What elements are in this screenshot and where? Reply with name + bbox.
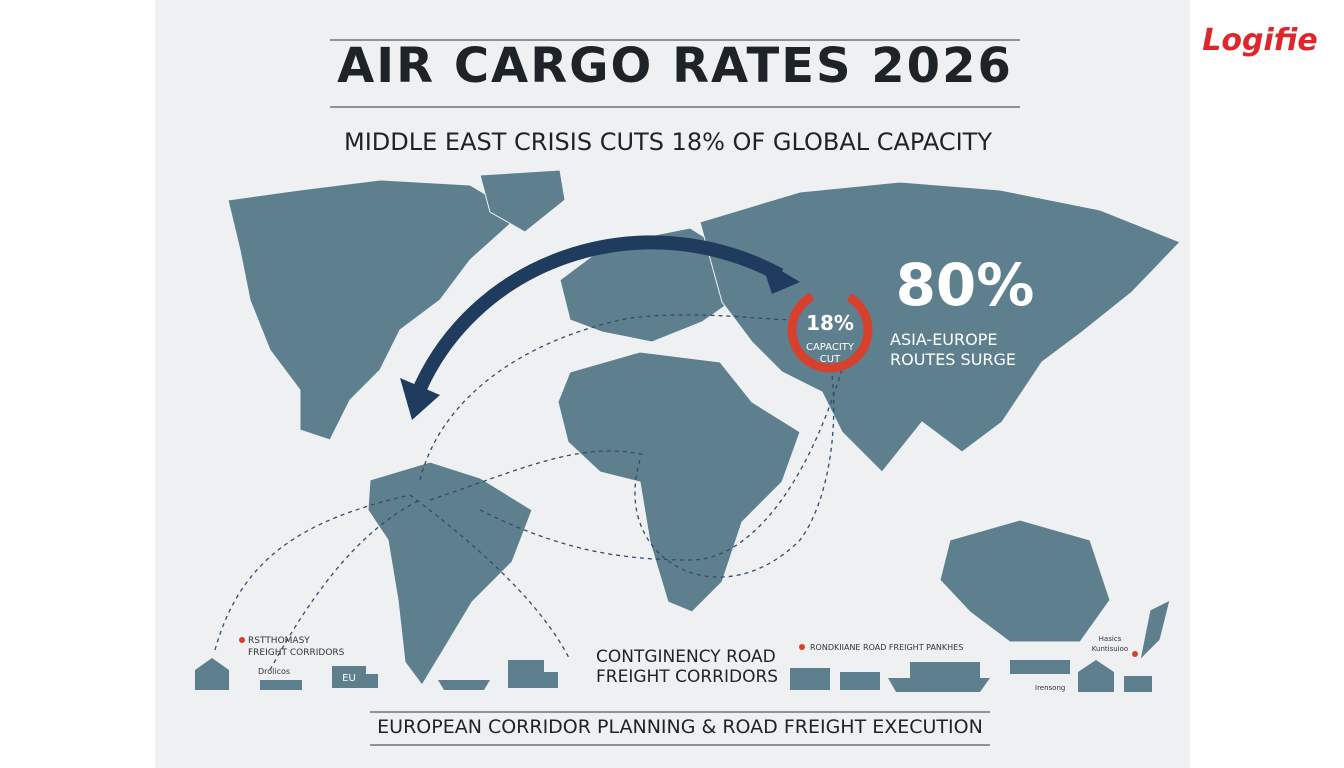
gauge-value: 18% <box>806 311 854 335</box>
hub-label: Irensong <box>1035 684 1065 692</box>
surge-label: ASIA-EUROPE <box>890 330 997 349</box>
south-america <box>367 461 533 686</box>
truck-cab <box>366 674 378 688</box>
africa <box>557 351 801 613</box>
asia <box>699 181 1181 473</box>
gauge-fill <box>788 288 872 372</box>
gauge-ring <box>787 287 873 373</box>
north-america <box>227 179 521 441</box>
corridor-heading: CONTGINENCY ROAD <box>596 647 776 667</box>
corridor-label: Drolicos <box>258 667 290 676</box>
world-map <box>227 169 1181 686</box>
surge-value: 80% <box>896 251 1035 319</box>
hub-label: Hasics <box>1099 635 1122 643</box>
warehouse-icon <box>195 658 229 690</box>
truck-icon <box>260 680 302 690</box>
logo: Logifie <box>1202 23 1317 58</box>
flight-arc <box>408 235 784 403</box>
marker <box>799 644 805 650</box>
port-icon <box>1010 660 1070 674</box>
warehouse-icon <box>1078 660 1114 692</box>
footer: EUROPEAN CORRIDOR PLANNING & ROAD FREIGH… <box>377 716 983 738</box>
title: AIR CARGO RATES 2026 <box>337 38 1013 94</box>
surge-label: ROUTES SURGE <box>890 350 1016 369</box>
ship-icon <box>888 678 990 692</box>
corridor-label: RSTTHOMASY <box>248 636 310 646</box>
ship-icon <box>438 680 490 690</box>
greenland <box>479 169 566 233</box>
hub-label: Kuntisuioo <box>1092 645 1128 653</box>
arrow-head <box>400 378 440 420</box>
container-stack <box>910 662 980 678</box>
new-zealand <box>1139 599 1171 662</box>
subtitle: MIDDLE EAST CRISIS CUTS 18% OF GLOBAL CA… <box>344 128 992 156</box>
corridor-label: RONDKIIANE ROAD FREIGHT PANKHES <box>810 643 963 652</box>
right-corridor: RONDKIIANE ROAD FREIGHT PANKHES Irensong… <box>790 635 1152 692</box>
route-line <box>429 450 646 501</box>
route-line <box>634 359 835 578</box>
city-icon <box>790 668 830 690</box>
left-corridor: RSTTHOMASY FREIGHT CORRIDORS Drolicos EU <box>195 636 558 690</box>
marker <box>1132 651 1138 657</box>
route-line <box>269 499 421 671</box>
truck-cab <box>544 672 558 688</box>
marker <box>239 637 245 643</box>
truck-icon <box>332 666 366 688</box>
corridor-label: FREIGHT CORRIDORS <box>248 648 345 658</box>
gauge-label: CAPACITY <box>806 342 855 353</box>
capacity-gauge: 18% CAPACITY CUT <box>787 287 873 373</box>
arrow-head <box>760 258 800 294</box>
truck-label: EU <box>342 673 356 684</box>
corridor-heading: FREIGHT CORRIDORS <box>596 667 778 687</box>
city-icon <box>840 672 880 690</box>
australia <box>939 519 1111 643</box>
truck-icon <box>508 660 544 688</box>
hub-icon <box>1124 676 1152 692</box>
route-line <box>479 339 851 561</box>
gauge-label: CUT <box>820 354 841 365</box>
route-line <box>214 494 411 651</box>
routes <box>214 314 851 671</box>
